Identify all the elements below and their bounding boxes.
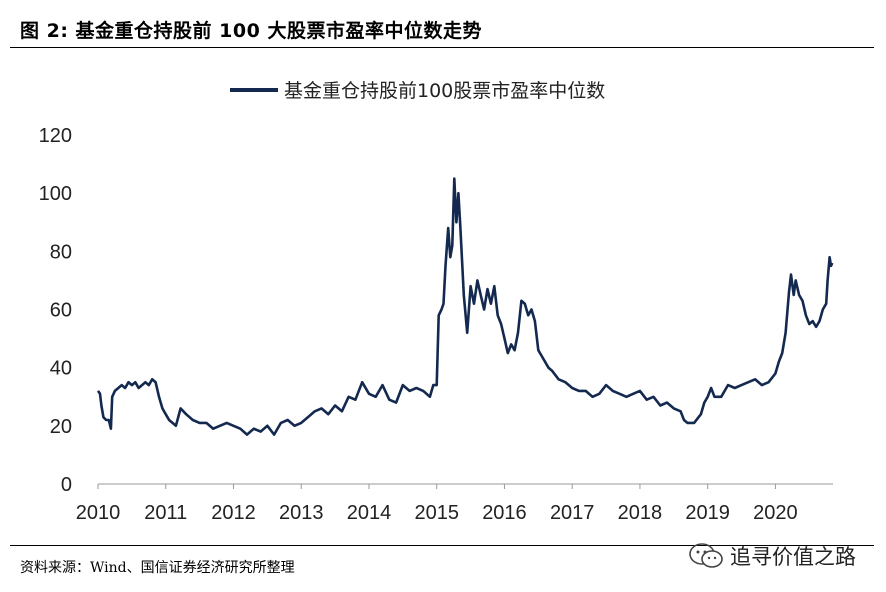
top-rule [10,47,874,48]
x-axis-ticks: 2010 2011 2012 2013 2014 2015 2016 2017 2018 2019… [76,484,798,524]
x-tick-label: 2019 [685,502,730,524]
watermark: 追寻价值之路 [688,540,856,572]
x-tick-label: 2010 [76,502,121,524]
source-note: 资料来源：Wind、国信证券经济研究所整理 [20,560,295,576]
figure-title: 图 2: 基金重仓持股前 100 大股票市盈率中位数走势 [20,20,482,42]
x-tick-label: 2020 [753,502,798,524]
x-tick-label: 2014 [347,502,392,524]
x-tick-label: 2018 [618,502,663,524]
x-tick-label: 2016 [482,502,527,524]
series-line [96,177,834,436]
y-tick-label: 40 [50,358,72,380]
y-tick-label: 120 [39,125,72,147]
y-axis-ticks: 0 20 40 60 80 100 120 [39,125,72,496]
bottom-rule [10,545,874,546]
legend-label: 基金重仓持股前100股票市盈率中位数 [284,80,605,102]
chart-legend: 基金重仓持股前100股票市盈率中位数 [230,80,605,102]
y-tick-label: 80 [50,241,72,263]
watermark-text: 追寻价值之路 [730,545,856,569]
x-tick-label: 2013 [279,502,324,524]
x-tick-label: 2017 [550,502,595,524]
y-tick-label: 20 [50,416,72,438]
x-tick-label: 2015 [414,502,459,524]
x-tick-label: 2012 [211,502,256,524]
y-tick-label: 60 [50,300,72,322]
wechat-icon [689,543,723,568]
plot-area [96,177,834,436]
y-tick-label: 0 [61,474,72,496]
x-tick-label: 2011 [144,502,187,524]
y-tick-label: 100 [39,183,72,205]
